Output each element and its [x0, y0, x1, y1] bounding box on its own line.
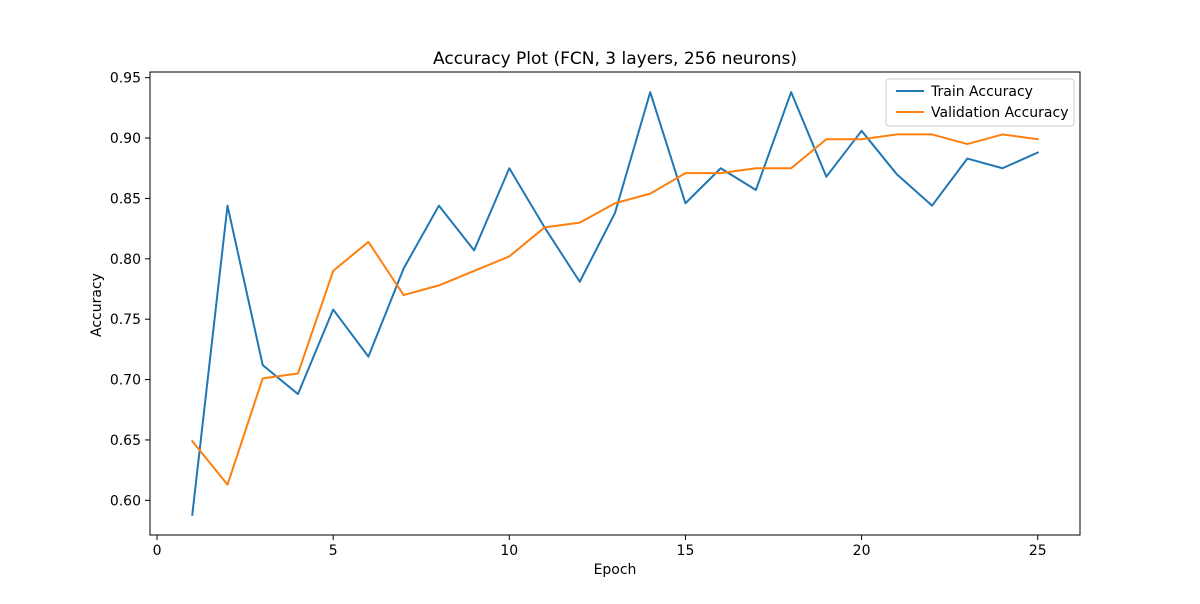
legend-label: Train Accuracy — [930, 84, 1033, 100]
plot-area: 0 5 10 15 20 25 0.60 0.65 0.70 0.75 0.80 0.85 0.90 0.… — [110, 71, 1081, 559]
y-tick-label: 0.70 — [110, 373, 141, 389]
y-tick-label: 0.60 — [110, 493, 141, 509]
y-tick-label: 0.65 — [110, 433, 141, 449]
y-tick-label: 0.75 — [110, 312, 141, 328]
chart-title: Accuracy Plot (FCN, 3 layers, 256 neuron… — [433, 49, 797, 69]
x-tick-label: 20 — [853, 543, 871, 559]
y-tick-label: 0.90 — [110, 131, 141, 147]
x-tick-label: 0 — [153, 543, 162, 559]
y-axis-label: Accuracy — [89, 273, 105, 337]
x-tick-label: 15 — [677, 543, 695, 559]
legend-box — [885, 78, 1075, 127]
axes-frame — [149, 71, 1081, 536]
y-tick-label: 0.80 — [110, 252, 141, 268]
legend-label: Validation Accuracy — [931, 105, 1069, 121]
x-axis-label: Epoch — [594, 562, 637, 578]
x-tick-label: 10 — [500, 543, 518, 559]
train-accuracy-line — [191, 91, 1040, 516]
y-tick-label: 0.95 — [110, 71, 141, 87]
x-tick-label: 5 — [329, 543, 338, 559]
x-tick-label: 25 — [1029, 543, 1047, 559]
validation-accuracy-line — [190, 133, 1039, 486]
legend: Train Accuracy Validation Accuracy — [885, 78, 1075, 127]
y-tick-label: 0.85 — [110, 191, 141, 207]
